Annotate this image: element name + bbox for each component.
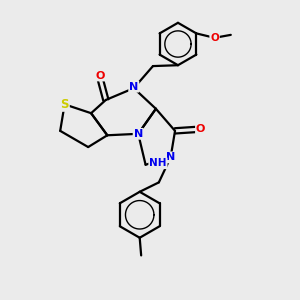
- Text: NH: NH: [149, 158, 167, 168]
- Text: O: O: [95, 70, 105, 80]
- Text: N: N: [166, 152, 175, 162]
- Text: S: S: [60, 98, 69, 111]
- Text: N: N: [134, 129, 143, 139]
- Text: O: O: [196, 124, 205, 134]
- Text: O: O: [210, 33, 219, 43]
- Text: N: N: [129, 82, 138, 92]
